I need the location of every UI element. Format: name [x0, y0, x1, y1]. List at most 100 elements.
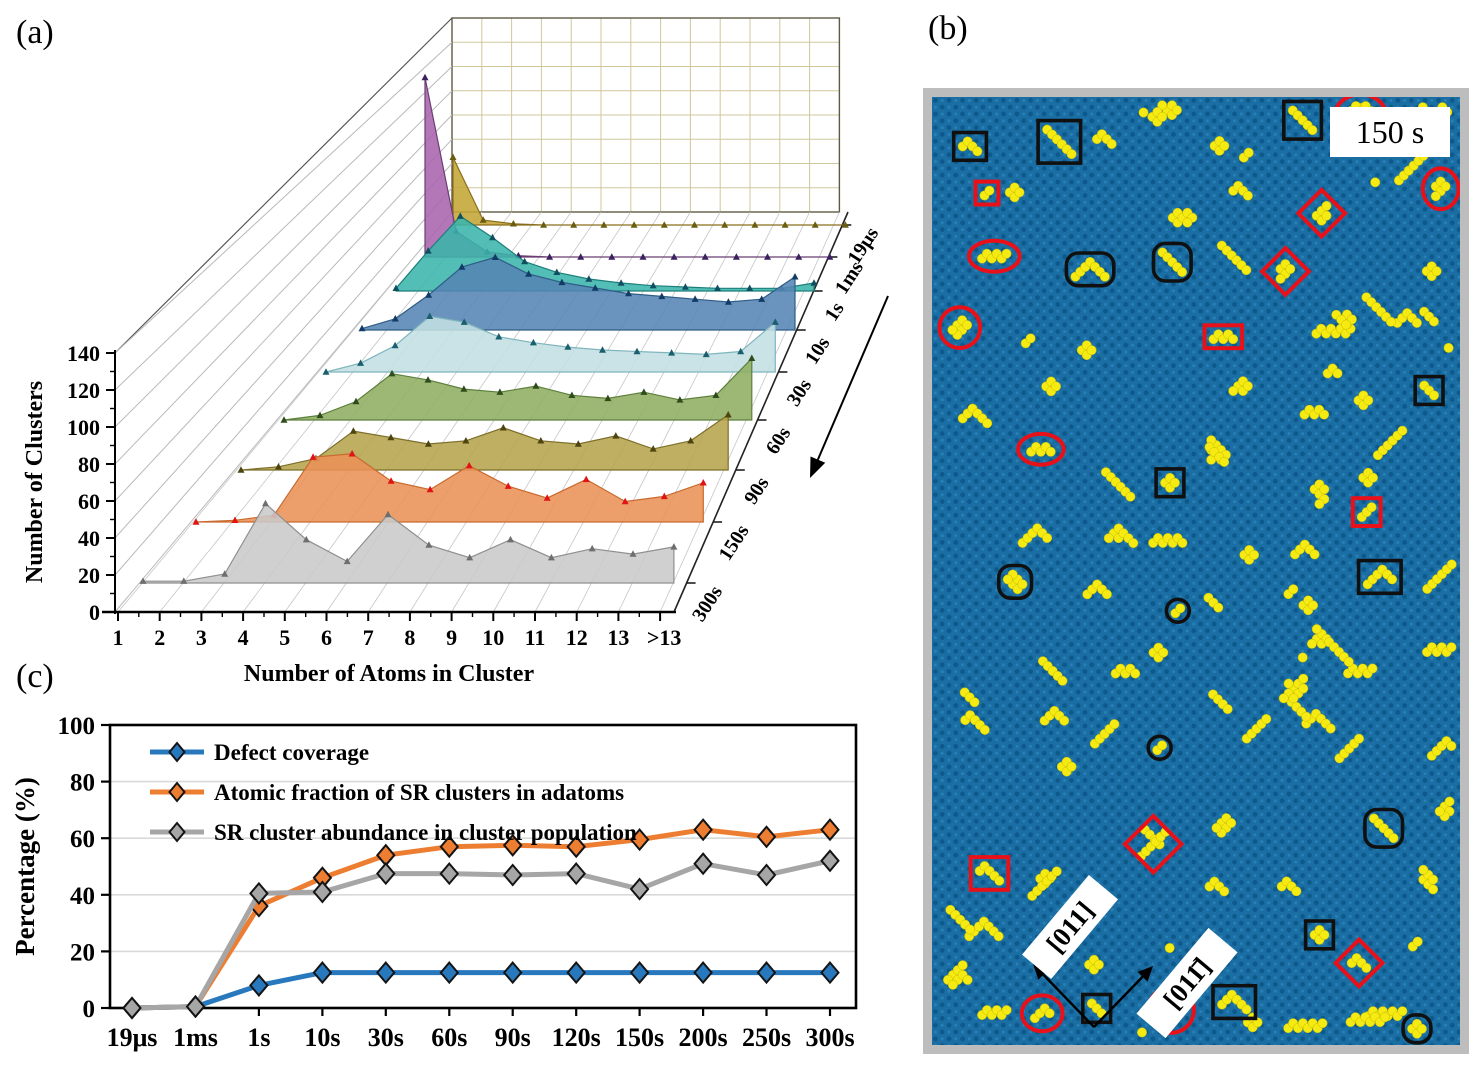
c-x-axis: 19μs 1ms 1s 10s 30s 60s 90s 120s 150s 200s 250s 300… — [107, 1008, 855, 1052]
a-y-tick-label: 0 — [89, 600, 100, 625]
waterfall-series-30s — [322, 312, 779, 375]
black-rounded-rectangle-annotation — [1064, 251, 1116, 288]
black-rounded-rectangle-annotation — [1401, 1013, 1433, 1045]
black-rounded-rectangle-annotation — [1363, 807, 1405, 849]
black-rectangle-annotation — [1036, 118, 1083, 165]
a-y-tick-label: 100 — [67, 415, 100, 440]
c-legend-label: SR cluster abundance in cluster populati… — [214, 820, 637, 845]
red-rectangle-annotation — [973, 179, 1001, 207]
c-y-tick-label: 100 — [58, 713, 96, 740]
black-rounded-rectangle-annotation — [997, 563, 1034, 601]
red-rectangle-annotation — [1350, 496, 1383, 529]
a-x-tick-label: 13 — [607, 625, 629, 650]
c-x-tick-label: 90s — [495, 1023, 531, 1052]
a-y-tick-label: 20 — [78, 563, 100, 588]
depth-tick-label: 300s — [688, 582, 727, 626]
c-series-sr-abundance — [122, 849, 840, 1020]
black-rectangle-annotation — [951, 130, 989, 163]
a-x-tick-label: 8 — [404, 625, 415, 650]
c-x-tick-label: 10s — [304, 1023, 340, 1052]
black-rectangle-annotation — [1303, 919, 1336, 951]
a-x-tick-label: 12 — [566, 625, 588, 650]
c-grid — [108, 723, 858, 1010]
c-y-tick-label: 40 — [70, 883, 95, 910]
c-x-tick-label: 200s — [679, 1023, 728, 1052]
red-ellipse-annotation — [937, 305, 983, 351]
back-wall-grid — [451, 17, 841, 213]
red-rectangle-annotation — [968, 855, 1011, 892]
a-y-axis: 0 20 40 60 80 100 120 140 Number of Clusters — [22, 341, 116, 625]
black-rectangle-annotation — [1413, 374, 1445, 407]
depth-tick-label: 150s — [715, 521, 754, 565]
a-x-tick-label: 9 — [446, 625, 457, 650]
red-ellipse-annotation — [1019, 993, 1065, 1034]
depth-tick-label: 90s — [740, 473, 774, 508]
c-y-tick-label: 20 — [70, 939, 95, 966]
panel-c-label: (c) — [16, 658, 54, 695]
a-x-tick-label: 4 — [238, 625, 249, 650]
a-x-tick-label: 7 — [363, 625, 374, 650]
black-rectangle-annotation — [1211, 983, 1258, 1021]
panel-b-label: (b) — [928, 10, 968, 47]
a-x-tick-label: 10 — [482, 625, 504, 650]
a-x-tick-label: 5 — [279, 625, 290, 650]
a-y-tick-label: 40 — [78, 526, 100, 551]
a-y-tick-label: 60 — [78, 489, 100, 514]
a-x-tick-label: 3 — [196, 625, 207, 650]
a-y-axis-title: Number of Clusters — [22, 381, 48, 583]
c-series-defect-coverage — [122, 961, 840, 1020]
c-series-atomic-fraction — [122, 818, 840, 1020]
depth-tick-label: 1s — [820, 298, 848, 325]
waterfall-series-300s — [139, 499, 678, 584]
red-ellipse-annotation — [1016, 431, 1066, 467]
depth-tick-label: 30s — [783, 375, 817, 410]
waterfall-series-150s — [192, 450, 707, 525]
red-diamond-annotation — [1332, 936, 1386, 990]
a-x-tick-label: >13 — [647, 625, 682, 650]
a-y-tick-label: 140 — [67, 341, 100, 366]
c-y-tick-label: 60 — [70, 826, 95, 853]
a-y-tick-label: 80 — [78, 452, 100, 477]
panel-b-simulation-snapshot: [011] [011̄] 150 s — [923, 88, 1469, 1054]
red-diamond-annotation — [1259, 245, 1312, 298]
black-rectangle-annotation — [1356, 558, 1403, 596]
black-rounded-rectangle-annotation — [1146, 734, 1173, 761]
red-ellipse-annotation — [1420, 166, 1461, 212]
c-legend-label: Defect coverage — [214, 740, 369, 765]
a-x-tick-label: 6 — [321, 625, 332, 650]
panel-a-label: (a) — [16, 14, 54, 51]
c-y-axis: 0 20 40 60 80 100 Percentage (%) — [10, 713, 110, 1023]
c-y-tick-label: 80 — [70, 770, 95, 797]
c-x-tick-label: 30s — [368, 1023, 404, 1052]
left-wall-grid — [114, 17, 453, 613]
black-rectangle-annotation — [1154, 467, 1186, 499]
waterfall-series-60s — [280, 354, 756, 423]
panel-b-canvas: [011][011̄]150 s — [932, 92, 1461, 1045]
red-ellipse-annotation — [967, 238, 1022, 274]
c-y-axis-title: Percentage (%) — [10, 777, 40, 956]
waterfall-series-10s — [358, 253, 799, 332]
black-rectangle-annotation — [1281, 99, 1324, 141]
c-x-tick-label: 150s — [615, 1023, 664, 1052]
c-legend-label: Atomic fraction of SR clusters in adatom… — [214, 780, 624, 805]
panel-c-line-chart: 0 20 40 60 80 100 Percentage (%) 19μs 1ms 1s 10s 30… — [10, 713, 858, 1052]
c-x-tick-label: 250s — [742, 1023, 791, 1052]
a-x-tick-label: 2 — [154, 625, 165, 650]
c-x-tick-label: 120s — [552, 1023, 601, 1052]
a-x-tick-label: 11 — [525, 625, 546, 650]
waterfall-series-19μs — [449, 153, 849, 228]
red-diamond-annotation — [1295, 187, 1348, 240]
black-rounded-rectangle-annotation — [1151, 241, 1193, 283]
c-x-tick-label: 1ms — [173, 1023, 218, 1052]
time-label-box: 150 s — [1330, 107, 1450, 157]
c-legend: Defect coverage Atomic fraction of SR clu… — [150, 740, 637, 845]
c-x-tick-label: 19μs — [107, 1023, 158, 1052]
depth-tick-label: 10s — [801, 333, 835, 368]
c-x-tick-label: 60s — [431, 1023, 467, 1052]
panel-a-waterfall-chart: 300s150s90s60s30s10s1s1ms19μs02040608010… — [22, 17, 889, 687]
a-x-tick-label: 1 — [113, 625, 124, 650]
c-y-tick-label: 0 — [83, 996, 96, 1023]
cluster-annotations — [937, 92, 1461, 1045]
